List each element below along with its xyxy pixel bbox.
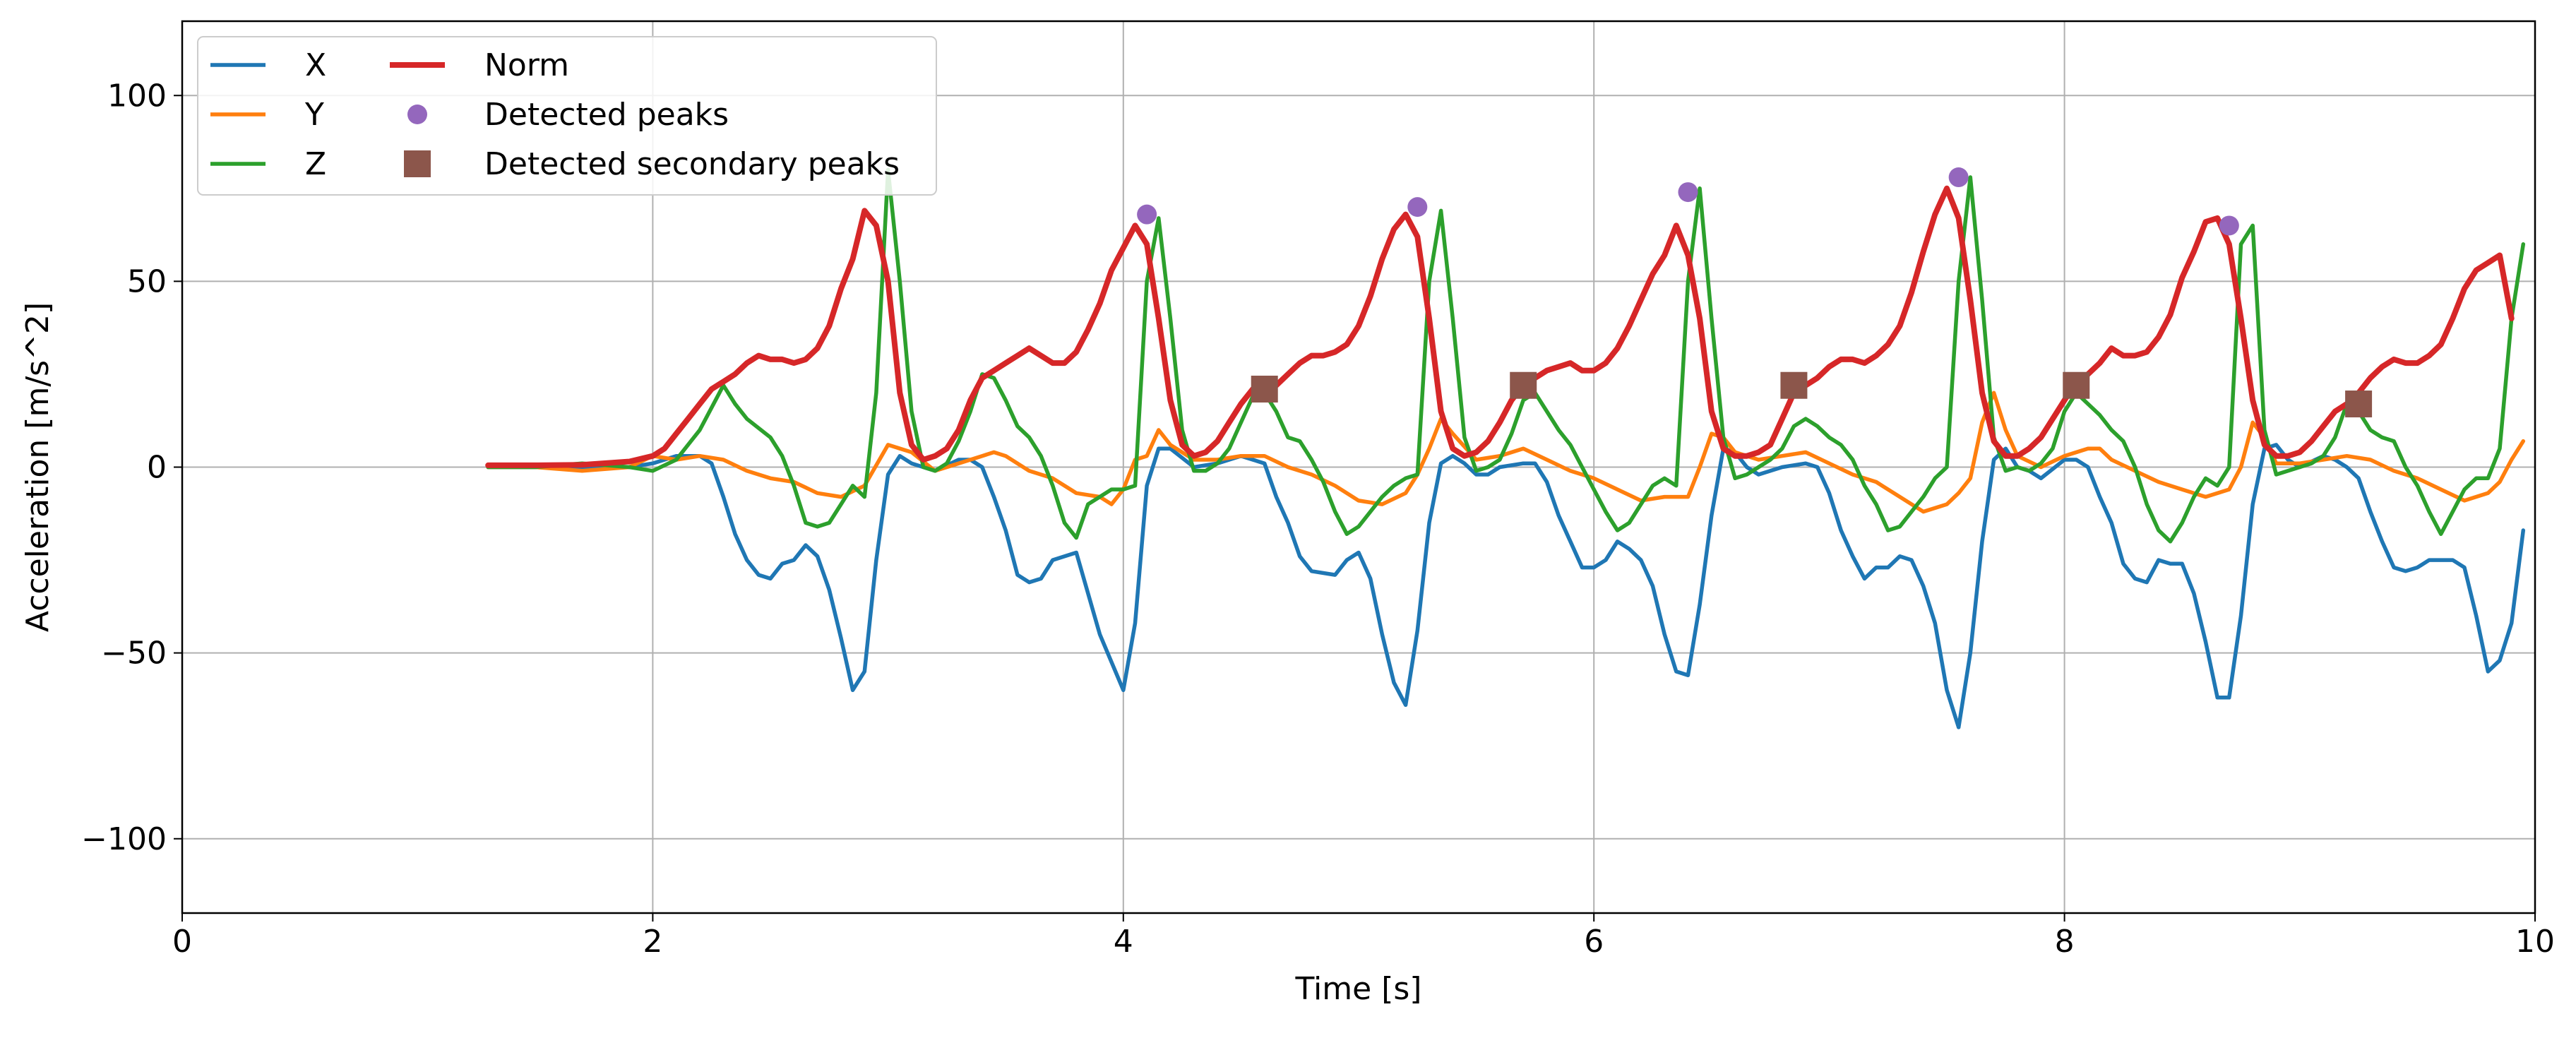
series-line-y [486, 391, 2526, 514]
x-axis-label: Time [s] [1295, 971, 1422, 1007]
legend-label: Detected secondary peaks [484, 146, 900, 182]
legend-label: Y [304, 97, 324, 133]
legend-entry-detected-peaks: Detected peaks [407, 97, 729, 133]
legend: XYZ Norm Detected peaks Detected secondary … [197, 36, 937, 196]
legend-label: Z [305, 146, 326, 182]
y-tick-label: 50 [127, 263, 167, 299]
peak-marker [1948, 167, 1969, 188]
peak-marker [1678, 182, 1698, 203]
legend-entry-norm: Norm [390, 47, 569, 83]
legend-label: Norm [484, 47, 569, 83]
ticks: 0 2 4 6 8 10 −100 −50 0 50 100 [81, 78, 2555, 960]
legend-label: X [305, 47, 326, 83]
y-tick-label: −100 [81, 821, 167, 857]
y-tick-label: 100 [107, 78, 167, 114]
peak-marker [1407, 197, 1428, 217]
secondary-peak-marker [1510, 371, 1537, 399]
peak-marker [1137, 204, 1157, 225]
legend-swatch [407, 105, 427, 124]
legend-entry-detected-secondary-peaks: Detected secondary peaks [404, 146, 900, 182]
x-tick-label: 10 [2515, 924, 2555, 960]
secondary-peak-marker [2063, 371, 2090, 399]
secondary-peak-marker [2345, 391, 2373, 418]
y-tick-label: 0 [147, 450, 167, 486]
legend-label: Detected peaks [484, 97, 729, 133]
legend-box [197, 36, 937, 196]
y-tick-label: −50 [101, 636, 167, 672]
x-tick-label: 0 [172, 924, 192, 960]
legend-entry-y: Y [210, 97, 324, 133]
secondary-peak-marker [1780, 371, 1808, 399]
legend-entry-z: Z [210, 146, 326, 182]
series-line-z [486, 167, 2526, 544]
x-tick-label: 8 [2055, 924, 2075, 960]
legend-entry-x: X [210, 47, 326, 83]
secondary-peak-marker [1251, 375, 1278, 403]
x-tick-label: 6 [1584, 924, 1604, 960]
plot-series [485, 167, 2526, 729]
series-line-norm [485, 185, 2515, 468]
y-axis-label: Acceleration [m/s^2] [20, 302, 56, 632]
legend-swatch [404, 150, 431, 177]
peak-marker [2219, 215, 2239, 236]
x-tick-label: 2 [643, 924, 662, 960]
x-tick-label: 4 [1114, 924, 1133, 960]
